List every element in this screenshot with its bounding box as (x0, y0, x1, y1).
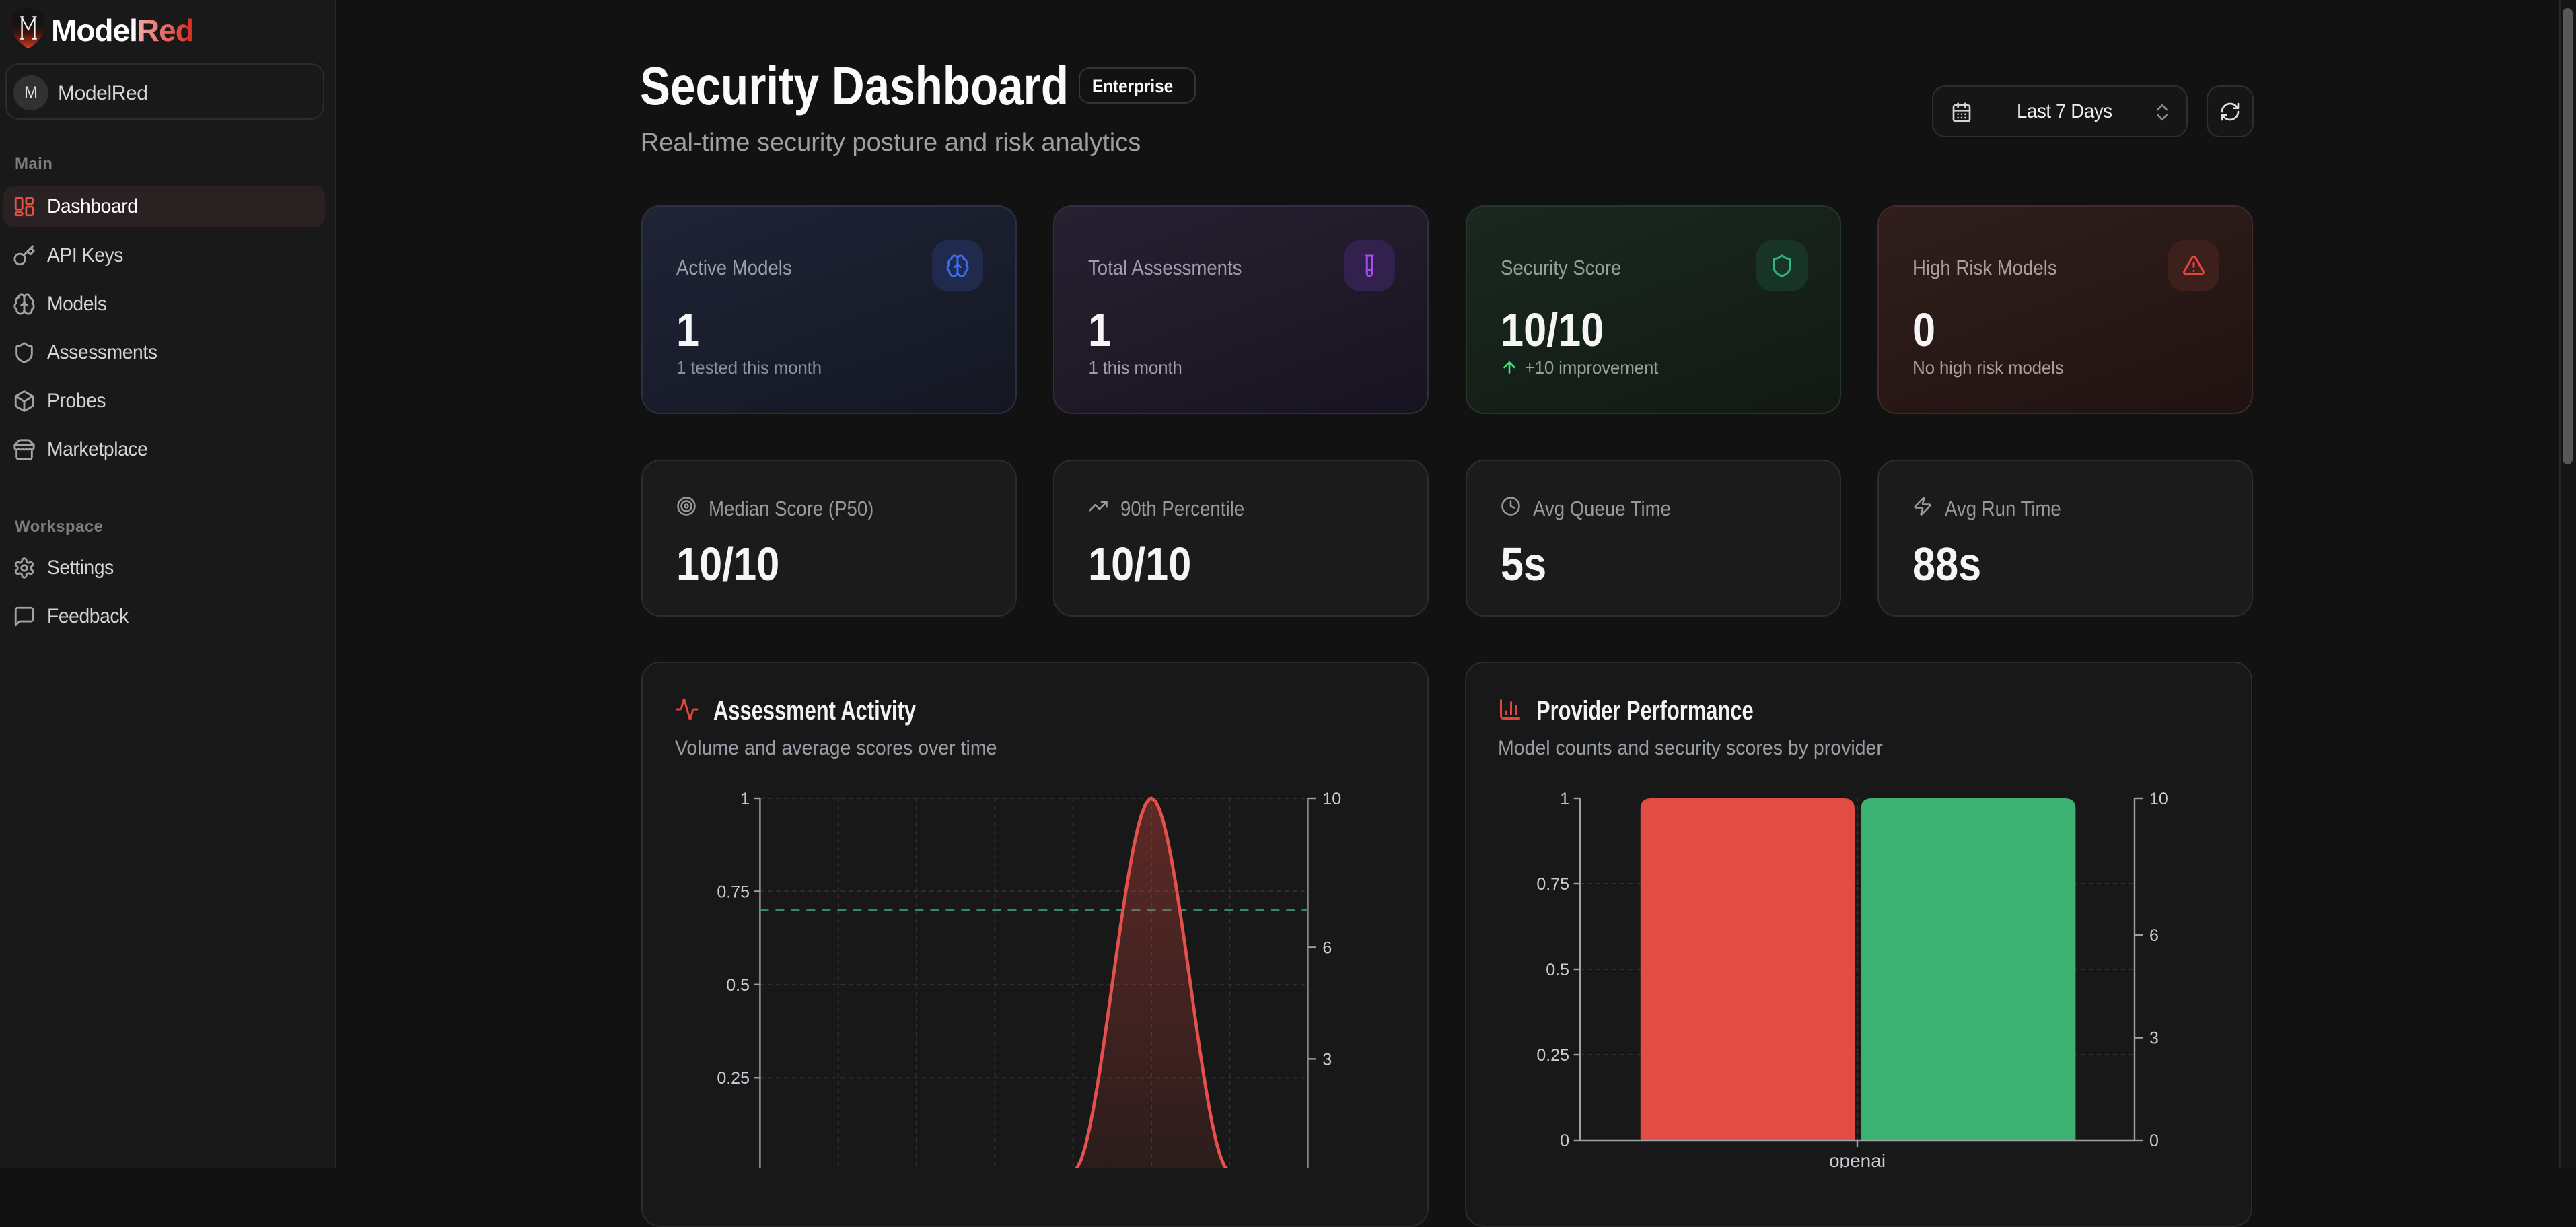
svg-text:3: 3 (2149, 1029, 2159, 1048)
svg-text:10: 10 (1322, 790, 1341, 808)
svg-text:6: 6 (2149, 926, 2159, 945)
svg-text:0: 0 (1560, 1131, 1569, 1150)
svg-text:6: 6 (1322, 938, 1332, 957)
svg-text:1: 1 (1560, 790, 1569, 808)
svg-text:0.5: 0.5 (1546, 960, 1569, 979)
svg-text:openai: openai (1829, 1150, 1886, 1168)
svg-text:0.5: 0.5 (726, 976, 750, 995)
svg-text:1: 1 (740, 790, 750, 808)
svg-text:10: 10 (2149, 790, 2168, 808)
svg-text:0: 0 (2149, 1131, 2159, 1150)
svg-text:0.75: 0.75 (717, 882, 750, 901)
svg-text:0.75: 0.75 (1536, 875, 1569, 894)
svg-text:3: 3 (1322, 1050, 1332, 1069)
svg-text:0.25: 0.25 (1536, 1046, 1569, 1065)
svg-text:0.25: 0.25 (717, 1069, 750, 1088)
